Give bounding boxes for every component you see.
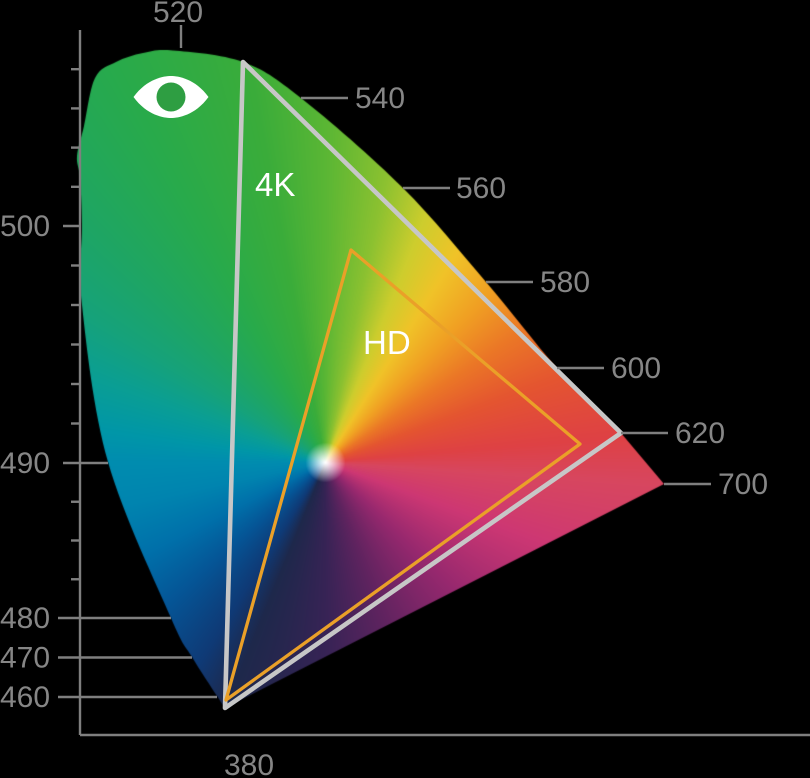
svg-text:700: 700 xyxy=(718,468,768,501)
svg-text:470: 470 xyxy=(0,642,50,675)
svg-text:480: 480 xyxy=(0,602,50,635)
svg-text:600: 600 xyxy=(611,352,661,385)
svg-text:620: 620 xyxy=(675,417,725,450)
svg-text:560: 560 xyxy=(456,172,506,205)
svg-text:HD: HD xyxy=(363,324,411,361)
svg-text:4K: 4K xyxy=(255,166,295,203)
svg-text:460: 460 xyxy=(0,681,50,714)
svg-text:520: 520 xyxy=(153,0,203,29)
svg-text:500: 500 xyxy=(0,210,50,243)
svg-text:490: 490 xyxy=(0,447,50,480)
svg-text:380: 380 xyxy=(224,749,274,778)
svg-text:580: 580 xyxy=(540,266,590,299)
svg-text:540: 540 xyxy=(355,82,405,115)
